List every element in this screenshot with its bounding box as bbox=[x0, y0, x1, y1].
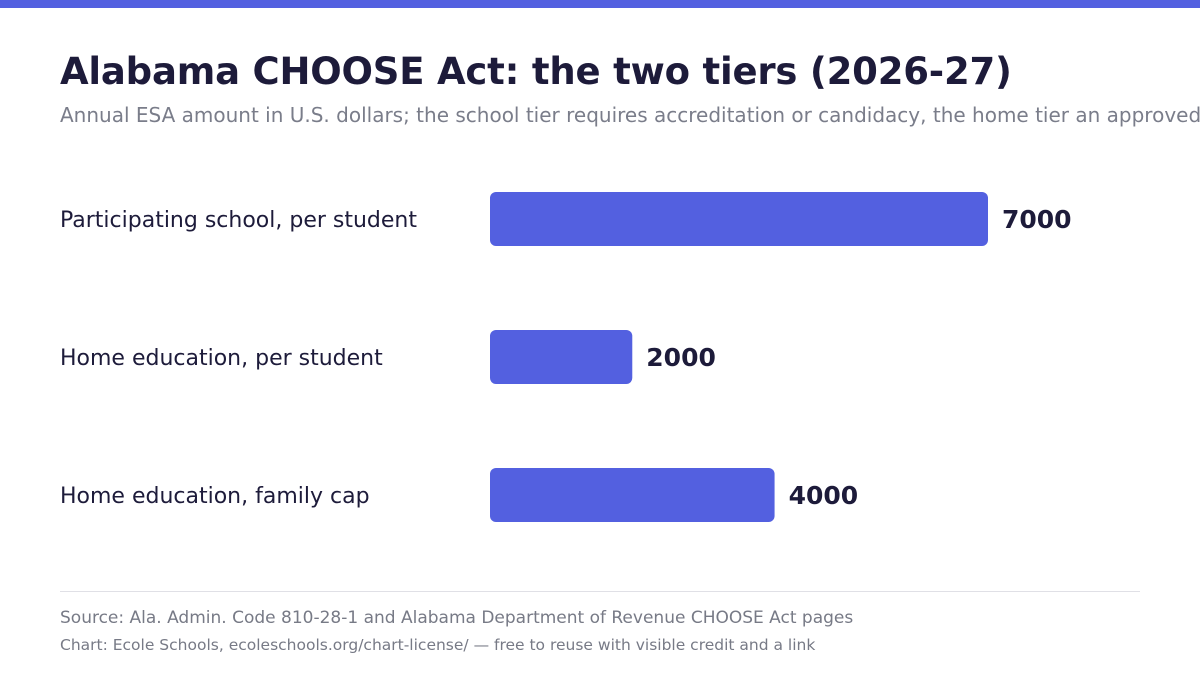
bar bbox=[490, 468, 775, 522]
bar-chart: Participating school, per student 7000 Hom… bbox=[60, 192, 1072, 522]
bar-value-label: 7000 bbox=[1002, 205, 1072, 234]
chart-subtitle: Annual ESA amount in U.S. dollars; the s… bbox=[60, 103, 1200, 127]
category-label: Home education, family cap bbox=[60, 484, 370, 509]
footer-divider bbox=[60, 591, 1140, 592]
credit-note: Chart: Ecole Schools, ecoleschools.org/c… bbox=[60, 636, 816, 654]
source-note: Source: Ala. Admin. Code 810-28-1 and Al… bbox=[60, 608, 854, 628]
bar bbox=[490, 192, 988, 246]
accent-top-bar bbox=[0, 0, 1200, 8]
category-label: Participating school, per student bbox=[60, 208, 417, 233]
chart-title: Alabama CHOOSE Act: the two tiers (2026-… bbox=[60, 50, 1012, 93]
category-label: Home education, per student bbox=[60, 346, 383, 371]
bar-value-label: 2000 bbox=[646, 343, 716, 372]
bar bbox=[490, 330, 633, 384]
bar-value-label: 4000 bbox=[789, 481, 859, 510]
